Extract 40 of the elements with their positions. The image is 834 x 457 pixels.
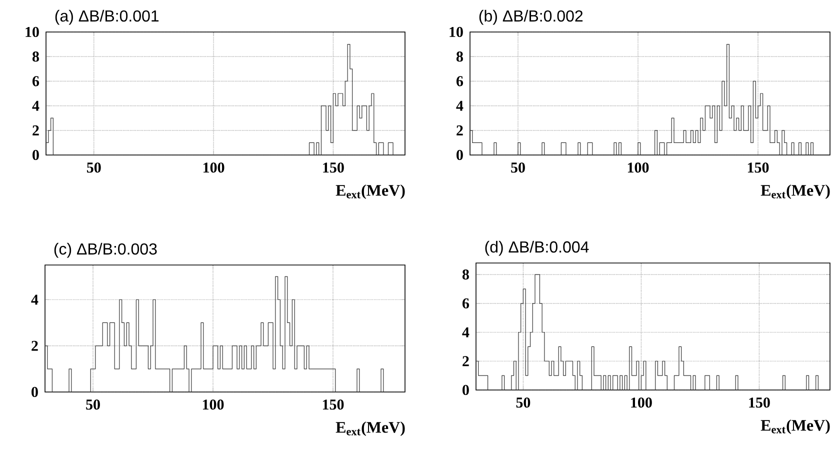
y-tick-label: 4 [462, 327, 470, 338]
x-tick-label: 100 [204, 162, 224, 173]
x-tick-label: 150 [322, 400, 344, 410]
y-tick-label: 2 [456, 125, 463, 136]
y-tick-label: 0 [456, 150, 463, 160]
chart-title: (d) ΔB/B:0.004 [485, 240, 589, 256]
y-tick-label: 2 [32, 125, 39, 136]
x-tick-label: 50 [516, 398, 530, 408]
chart-title: (a) ΔB/B:0.001 [55, 10, 159, 25]
y-tick-label: 4 [31, 294, 38, 305]
chart-title: (b) ΔB/B:0.002 [479, 10, 583, 25]
x-tick-label: 100 [202, 400, 224, 410]
y-tick-label: 8 [462, 269, 469, 280]
y-tick-label: 0 [462, 384, 469, 396]
text: E$_{ext}$(MeV) [760, 184, 830, 200]
x-tick-label: 50 [511, 162, 525, 173]
x-tick-label: 100 [631, 398, 652, 408]
y-tick-label: 8 [32, 52, 39, 62]
y-tick-label: 2 [32, 340, 38, 351]
text: E$_{ext}$(MeV) [336, 184, 405, 200]
x-tick-label: 100 [628, 162, 649, 173]
chart-title: (c) ΔB/B:0.003 [54, 242, 157, 258]
x-tick-label: 150 [323, 162, 344, 173]
y-tick-label: 4 [32, 100, 40, 111]
x-tick-label: 150 [748, 162, 769, 173]
x-tick-label: 50 [86, 400, 100, 410]
y-tick-label: 2 [462, 356, 469, 366]
y-tick-label: 0 [32, 150, 39, 160]
y-tick-label: 4 [456, 100, 464, 111]
x-tick-label: 150 [749, 398, 770, 408]
text: E$_{ext}$(MeV) [760, 420, 830, 434]
y-tick-label: 6 [456, 76, 464, 86]
y-tick-label: 6 [462, 298, 470, 308]
y-tick-label: 6 [32, 76, 40, 86]
text: E$_{ext}$(MeV) [336, 422, 405, 436]
x-tick-label: 50 [86, 162, 101, 173]
y-tick-label: 0 [32, 386, 38, 398]
y-tick-label: 10 [26, 26, 39, 38]
y-tick-label: 8 [456, 52, 463, 62]
y-tick-label: 10 [450, 26, 463, 38]
